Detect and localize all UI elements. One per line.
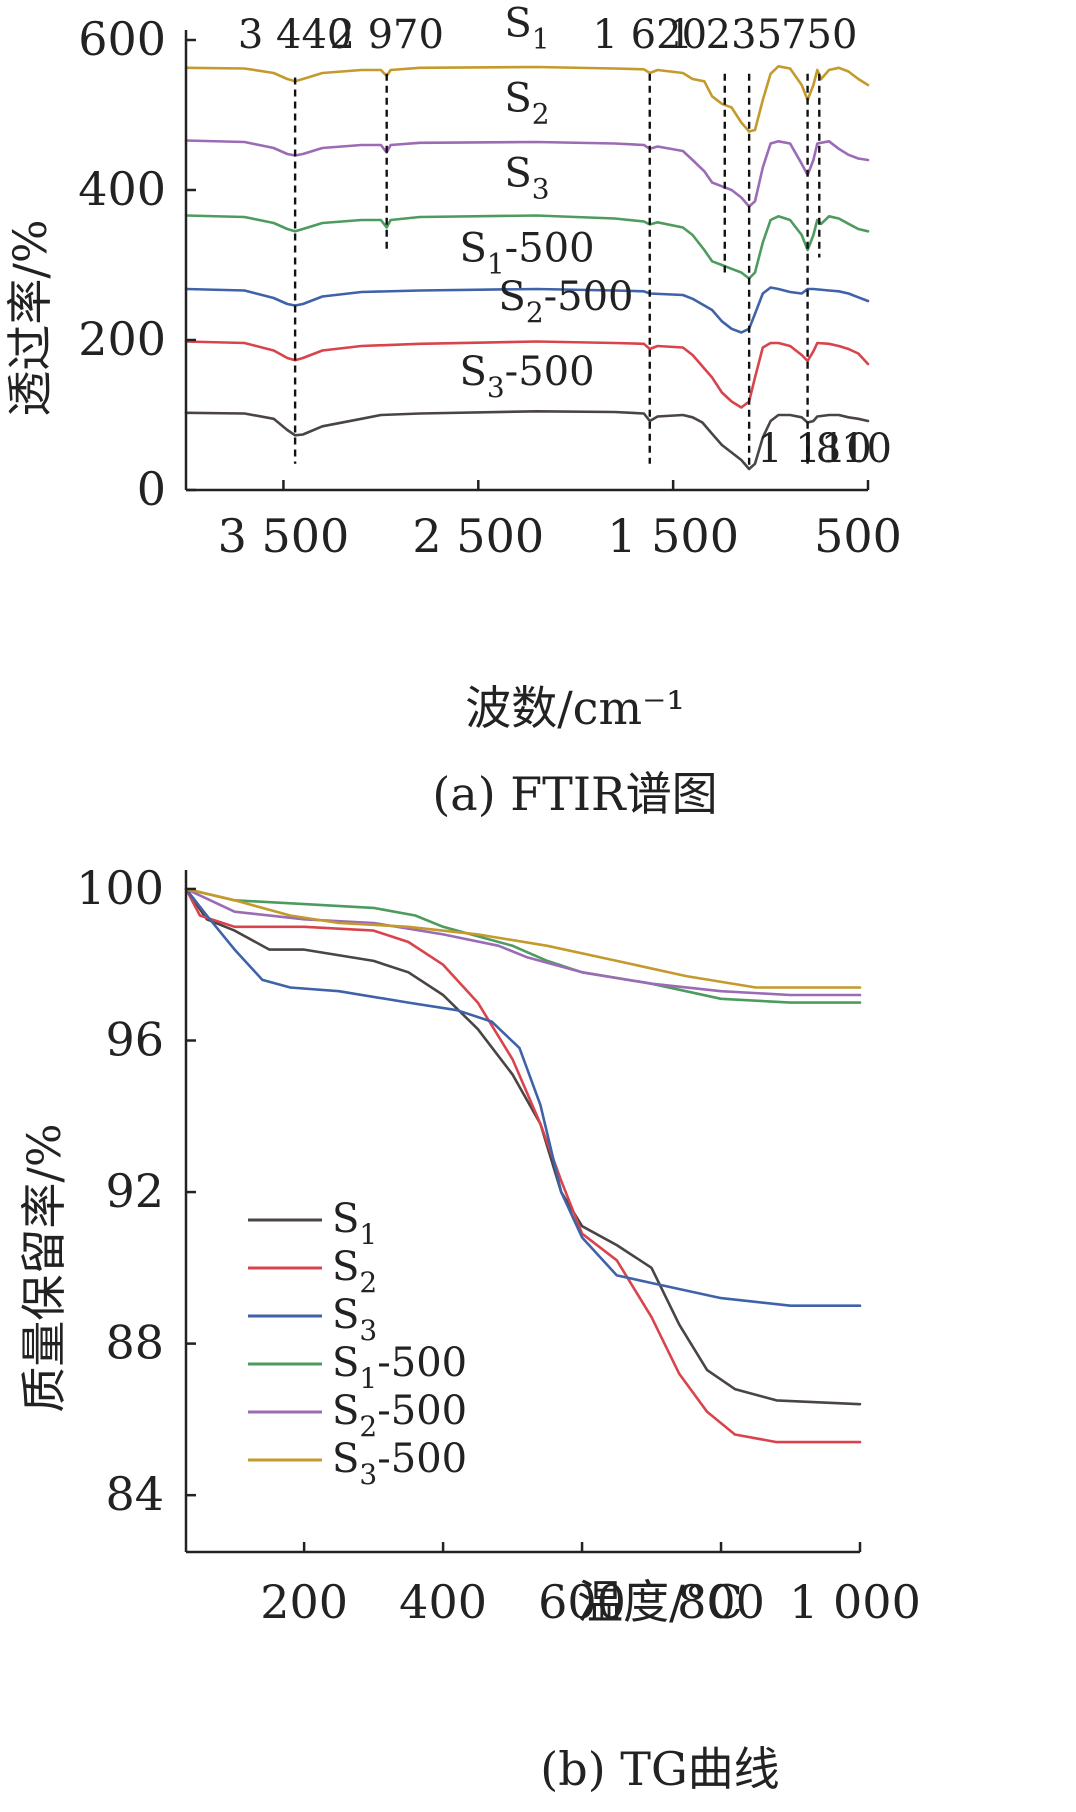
ftir-series-label-s1: S1 <box>504 0 549 55</box>
ftir-peak-label-1-110: 1 110 <box>757 426 872 472</box>
ftir-peak-label-2-970: 2 970 <box>329 12 444 58</box>
tg-legend-label-s3: S3 <box>332 1292 377 1347</box>
ftir-peak-label-810: 810 <box>816 426 892 472</box>
ftir-x-axis-title: 波数/cm⁻¹ <box>465 681 685 735</box>
tg-y-tick-label: 84 <box>105 1467 164 1521</box>
ftir-series-label-s2: S2 <box>504 75 549 130</box>
ftir-series-line-s3 <box>184 214 870 280</box>
ftir-series-label-s3-500: S3-500 <box>459 349 594 404</box>
tg-caption: (b) TG曲线 <box>540 1742 779 1796</box>
ftir-peak-label-750: 750 <box>781 12 857 58</box>
tg-legend-label-s2: S2 <box>332 1244 377 1299</box>
ftir-y-axis-title: 透过率/% <box>3 219 57 416</box>
tg-x-tick-label: 200 <box>260 1575 348 1629</box>
ftir-axes: 3 500 2 500 1 500 500 0 200 400 600 <box>78 12 902 563</box>
tg-panel: 200 400 600 800 1 000 84 88 92 96 100 S1S2S3S1-50… <box>17 861 921 1796</box>
ftir-peak-label-1-620: 1 620 <box>593 12 708 58</box>
tg-y-tick-label: 100 <box>76 861 164 915</box>
ftir-series-line-s3-500 <box>184 410 870 471</box>
tg-x-tick-label: 400 <box>399 1575 487 1629</box>
tg-series-line-s3 <box>184 887 862 1307</box>
tg-legend-label-s1-500: S1-500 <box>332 1340 467 1395</box>
tg-y-axis-title: 质量保留率/% <box>17 1123 71 1412</box>
tg-legend-label-s1: S1 <box>332 1196 377 1251</box>
ftir-x-tick-label: 2 500 <box>412 509 544 563</box>
tg-x-tick-label: 600 <box>538 1575 626 1629</box>
ftir-peak-label-3-440: 3 440 <box>238 12 353 58</box>
ftir-series-line-s2 <box>184 139 870 208</box>
ftir-x-tick-label: 1 500 <box>607 509 739 563</box>
ftir-series-line-s1-500 <box>184 286 870 334</box>
tg-x-tick-label: 800 <box>677 1575 765 1629</box>
ftir-y-tick-label: 400 <box>78 162 166 216</box>
tg-curves <box>184 887 862 1444</box>
ftir-series-line-s2-500 <box>184 340 870 409</box>
ftir-x-tick-label: 3 500 <box>218 509 350 563</box>
tg-axes: 200 400 600 800 1 000 84 88 92 96 100 <box>76 861 921 1629</box>
ftir-series-line-s1 <box>184 65 870 133</box>
ftir-x-tick-label: 500 <box>814 509 902 563</box>
tg-legend-label-s2-500: S2-500 <box>332 1388 467 1443</box>
ftir-caption: (a) FTIR谱图 <box>432 767 717 821</box>
tg-series-line-s3-500 <box>184 887 862 989</box>
tg-series-line-s1-500 <box>184 887 862 1004</box>
ftir-peak-label-1-235: 1 235 <box>668 12 783 58</box>
tg-y-tick-label: 96 <box>105 1013 164 1067</box>
ftir-series-label-s3: S3 <box>504 150 549 205</box>
ftir-y-tick-label: 200 <box>78 312 166 366</box>
tg-y-tick-label: 88 <box>105 1316 164 1370</box>
ftir-series-label-s1-500: S1-500 <box>459 225 594 280</box>
tg-series-line-s2 <box>184 887 862 1444</box>
tg-series-line-s1 <box>184 887 862 1406</box>
ftir-series-label-s2-500: S2-500 <box>498 274 633 329</box>
ftir-y-tick-label: 0 <box>137 462 166 516</box>
tg-x-axis-title: 温度/°C <box>577 1575 743 1629</box>
tg-legend-label-s3-500: S3-500 <box>332 1436 467 1491</box>
tg-x-tick-label: 1 000 <box>789 1575 921 1629</box>
tg-series-line-s2-500 <box>184 887 862 997</box>
ftir-y-tick-label: 600 <box>78 12 166 66</box>
tg-y-tick-label: 92 <box>105 1164 164 1218</box>
